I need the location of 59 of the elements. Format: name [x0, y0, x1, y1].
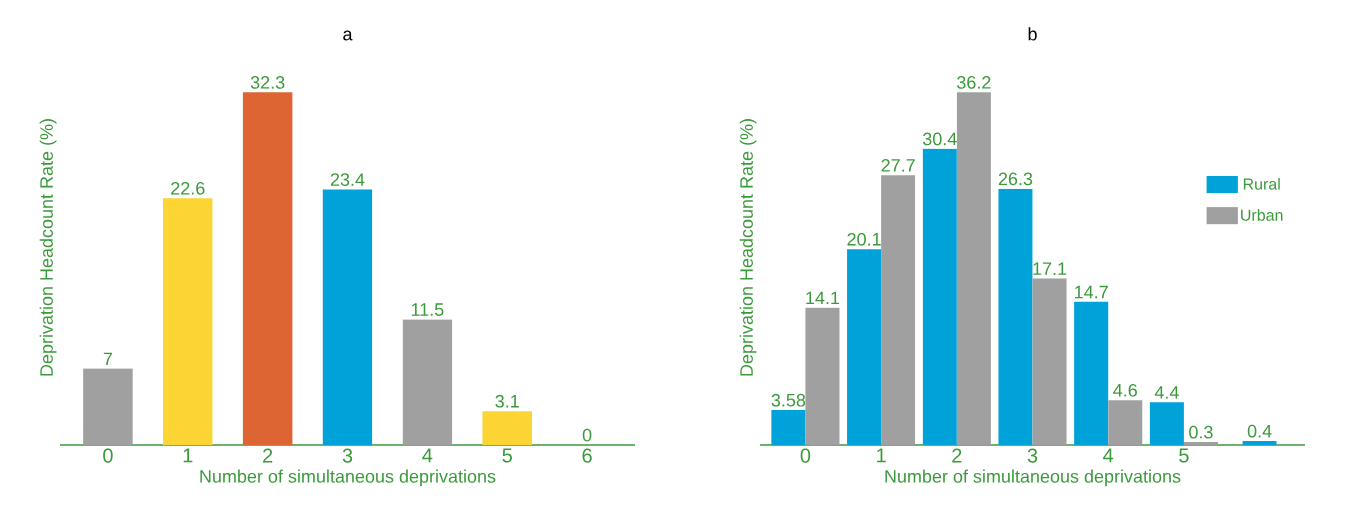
x-axis-title: Number of simultaneous deprivations: [200, 469, 496, 487]
x-axis-title: Number of simultaneous deprivations: [885, 469, 1181, 487]
data-label: 30.4: [922, 132, 957, 146]
x-tick-label: 1: [877, 448, 886, 463]
data-label: 7: [103, 352, 113, 366]
data-label: 22.6: [171, 181, 205, 195]
data-label: 0: [582, 428, 592, 442]
x-tick-label: 2: [263, 448, 273, 463]
bar: [1032, 278, 1067, 445]
x-tick-label: 5: [1179, 448, 1189, 463]
x-tick-label: 4: [422, 448, 433, 463]
bar: [1149, 402, 1184, 445]
data-label: 4.6: [1113, 383, 1137, 397]
bar: [322, 189, 373, 445]
data-label: 11.5: [411, 303, 444, 316]
chart-title: a: [343, 30, 353, 41]
y-axis-title: Deprivation Headcount Rate (%): [39, 119, 57, 376]
data-label: 27.7: [881, 159, 915, 172]
x-tick-label: 0: [800, 448, 811, 463]
bar: [1074, 301, 1109, 445]
data-label: 14.1: [806, 291, 840, 305]
bar: [482, 411, 532, 445]
x-tick-label: 1: [183, 448, 193, 463]
bar: [922, 148, 957, 445]
bar: [242, 92, 293, 445]
data-label: 14.7: [1075, 285, 1108, 299]
data-label: 32.3: [250, 76, 285, 89]
bar: [805, 307, 840, 445]
legend-label: Urban: [1241, 209, 1283, 221]
bar: [1108, 400, 1143, 445]
x-tick-label: 2: [952, 448, 962, 463]
legend-label: Rural: [1243, 178, 1280, 190]
bar: [847, 249, 882, 445]
x-tick-label: 3: [1027, 448, 1038, 463]
data-label: 4.4: [1154, 386, 1179, 399]
data-label: 3.1: [495, 394, 519, 408]
chart-title: b: [1028, 27, 1037, 41]
data-label: 0.4: [1247, 424, 1272, 438]
bar: [771, 410, 806, 445]
bar: [956, 92, 991, 445]
bar: [1183, 442, 1218, 445]
x-tick-label: 5: [502, 448, 512, 463]
x-tick-label: 4: [1103, 448, 1114, 463]
bar: [881, 175, 916, 445]
bar: [998, 188, 1033, 445]
x-tick-label: 6: [582, 448, 592, 463]
bar: [83, 368, 133, 445]
data-label: 0.3: [1189, 425, 1213, 439]
data-label: 20.1: [847, 232, 881, 246]
bar: [402, 319, 453, 445]
data-label: 26.3: [998, 172, 1033, 186]
data-label: 3.58: [771, 393, 806, 407]
x-tick-label: 3: [342, 448, 353, 463]
bar: [163, 198, 213, 445]
x-tick-label: 0: [103, 448, 113, 463]
data-label: 23.4: [330, 173, 365, 186]
y-axis-title: Deprivation Headcount Rate (%): [739, 119, 757, 376]
data-label: 17.1: [1033, 262, 1067, 275]
data-label: 36.2: [957, 76, 991, 89]
